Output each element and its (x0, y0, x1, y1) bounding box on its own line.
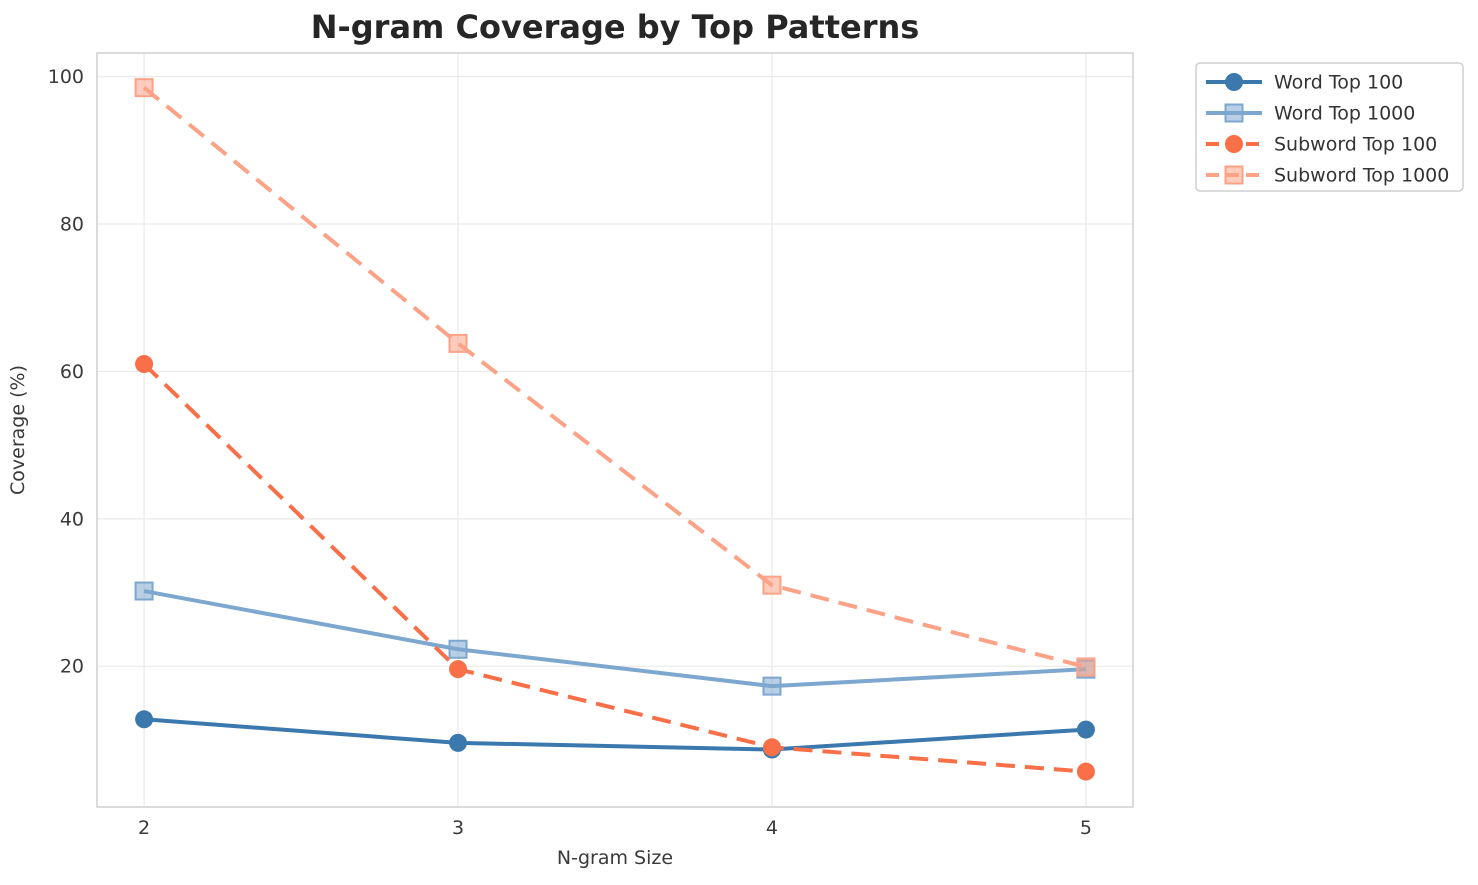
chart-title: N-gram Coverage by Top Patterns (311, 8, 920, 46)
legend-label-word-top-1000: Word Top 1000 (1274, 103, 1415, 125)
marker-word-top-1000-x4 (762, 676, 782, 696)
legend-box (1195, 62, 1464, 192)
marker-word-top-100-x5 (1076, 720, 1095, 739)
marker-subword-top-1000-x3 (448, 333, 468, 353)
marker-word-top-1000-x3 (448, 639, 468, 659)
legend-label-subword-top-1000: Subword Top 1000 (1274, 165, 1449, 187)
legend-label-subword-top-100: Subword Top 100 (1274, 134, 1437, 156)
marker-word-top-100-x3 (449, 733, 468, 752)
y-tick-label-20: 20 (60, 656, 84, 678)
series-line-subword-top-100 (142, 362, 1087, 774)
legend-marker-subword-top-1000 (1224, 165, 1244, 185)
marker-subword-top-100-x3 (449, 660, 468, 679)
y-tick-label-100: 100 (48, 66, 84, 88)
x-axis-label: N-gram Size (557, 847, 673, 869)
x-tick-label-2: 2 (138, 817, 150, 839)
y-tick-label-60: 60 (60, 361, 84, 383)
marker-subword-top-100-x5 (1076, 762, 1095, 781)
y-tick-label-40: 40 (60, 508, 84, 530)
x-tick-label-4: 4 (766, 817, 778, 839)
legend-marker-word-top-1000 (1224, 103, 1244, 123)
marker-word-top-100-x2 (135, 710, 154, 729)
series-line-subword-top-1000 (142, 86, 1087, 669)
marker-subword-top-100-x2 (135, 355, 154, 374)
legend-marker-word-top-100 (1225, 73, 1243, 91)
series-line-word-top-100 (143, 717, 1087, 752)
legend-label-word-top-100: Word Top 100 (1274, 72, 1403, 94)
marker-subword-top-100-x4 (762, 738, 781, 757)
marker-subword-top-1000-x5 (1076, 657, 1096, 677)
marker-subword-top-1000-x4 (762, 575, 782, 595)
x-tick-label-3: 3 (452, 817, 464, 839)
y-tick-label-80: 80 (60, 213, 84, 235)
legend-marker-subword-top-100 (1225, 135, 1243, 153)
series-line-word-top-1000 (143, 589, 1087, 689)
marker-subword-top-1000-x2 (134, 78, 154, 98)
plot-area (97, 53, 1133, 807)
plot-border (96, 52, 1134, 808)
x-tick-label-5: 5 (1080, 817, 1092, 839)
y-axis-label: Coverage (%) (7, 365, 29, 495)
marker-word-top-1000-x2 (134, 581, 154, 601)
